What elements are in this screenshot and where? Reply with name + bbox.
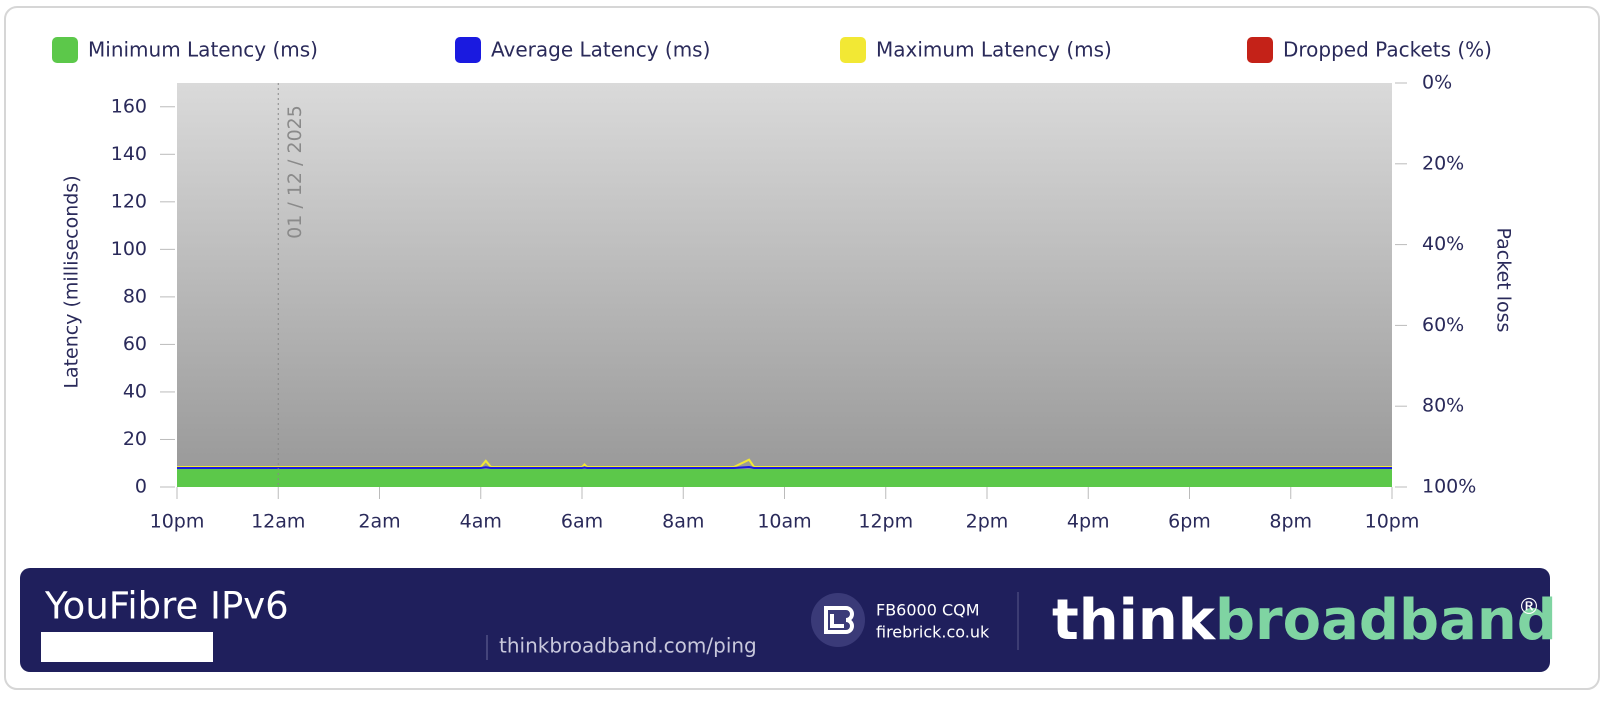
y-tick-label: 140 bbox=[111, 143, 147, 165]
y2-tick-label: 40% bbox=[1422, 233, 1464, 255]
brand: thinkbroadband bbox=[1052, 588, 1557, 653]
x-tick-label: 6am bbox=[561, 511, 603, 533]
x-tick-label: 12pm bbox=[858, 511, 913, 533]
legend-swatch bbox=[1247, 37, 1273, 63]
legend-label: Minimum Latency (ms) bbox=[88, 38, 318, 62]
x-tick-label: 2am bbox=[358, 511, 400, 533]
y-tick-label: 120 bbox=[111, 190, 147, 212]
x-tick-label: 2pm bbox=[966, 511, 1009, 533]
footer-title: YouFibre IPv6 bbox=[44, 585, 289, 628]
legend-label: Average Latency (ms) bbox=[491, 38, 710, 62]
sponsor-icon bbox=[824, 606, 854, 634]
brand-broadband: broadband bbox=[1215, 588, 1557, 653]
line bbox=[177, 466, 1392, 469]
area bbox=[177, 469, 1392, 487]
legend-swatch bbox=[840, 37, 866, 63]
x-tick-label: 4pm bbox=[1067, 511, 1110, 533]
sponsor-logo bbox=[811, 593, 865, 647]
y-tick-label: 80 bbox=[123, 285, 147, 307]
legend-label: Dropped Packets (%) bbox=[1283, 38, 1492, 62]
x-tick-label: 8am bbox=[662, 511, 704, 533]
annotation: 01 / 12 / 2025 bbox=[284, 105, 306, 239]
y-tick-label: 20 bbox=[123, 428, 147, 450]
x-tick-label: 6pm bbox=[1168, 511, 1211, 533]
redaction bbox=[41, 632, 213, 662]
y2-tick-label: 0% bbox=[1422, 72, 1452, 94]
y-axis-label: Latency (milliseconds) bbox=[61, 175, 83, 388]
y-tick-label: 100 bbox=[111, 238, 147, 260]
sponsor-line: FB6000 CQM bbox=[876, 601, 980, 620]
brand-think: think bbox=[1052, 588, 1217, 653]
y2-tick-label: 100% bbox=[1422, 476, 1476, 498]
x-tick-label: 8pm bbox=[1269, 511, 1312, 533]
y-tick-label: 40 bbox=[123, 380, 147, 402]
brand-mark: ® bbox=[1518, 595, 1540, 620]
x-tick-label: 10pm bbox=[150, 511, 205, 533]
y-tick-label: 0 bbox=[135, 476, 147, 498]
legend-swatch bbox=[52, 37, 78, 63]
legend-swatch bbox=[455, 37, 481, 63]
footer-band bbox=[20, 568, 1550, 672]
y2-tick-label: 20% bbox=[1422, 152, 1464, 174]
y-tick-label: 160 bbox=[111, 95, 147, 117]
footer: YouFibre IPv6 thinkbroadband.com/ping FB… bbox=[20, 568, 1557, 672]
plot-background bbox=[177, 83, 1392, 487]
y2-tick-label: 80% bbox=[1422, 395, 1464, 417]
x-tick-label: 10pm bbox=[1365, 511, 1420, 533]
y-tick-label: 60 bbox=[123, 333, 147, 355]
x-tick-label: 10am bbox=[757, 511, 811, 533]
footer-url: thinkbroadband.com/ping bbox=[499, 634, 757, 658]
legend-label: Maximum Latency (ms) bbox=[876, 38, 1112, 62]
x-tick-label: 12am bbox=[251, 511, 305, 533]
x-tick-label: 4am bbox=[460, 511, 502, 533]
sponsor-line: firebrick.co.uk bbox=[876, 623, 990, 642]
y2-axis-label: Packet loss bbox=[1493, 228, 1515, 333]
y2-tick-label: 60% bbox=[1422, 314, 1464, 336]
